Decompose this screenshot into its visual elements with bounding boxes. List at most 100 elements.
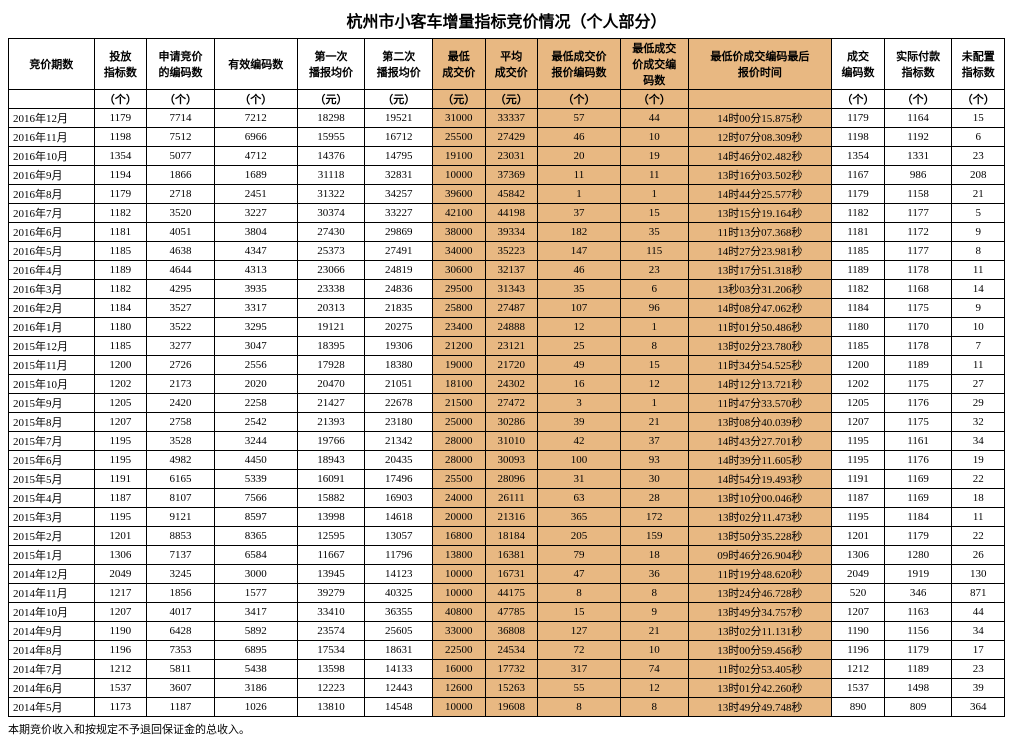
cell: 1175	[884, 413, 952, 432]
cell: 159	[620, 527, 688, 546]
cell: 16712	[365, 128, 433, 147]
cell: 57	[538, 109, 621, 128]
cell: 16	[538, 375, 621, 394]
cell: 12时07分08.309秒	[688, 128, 832, 147]
cell: 130	[952, 565, 1005, 584]
cell: 14时54分19.493秒	[688, 470, 832, 489]
cell: 1198	[832, 128, 884, 147]
data-table: 竞价期数投放指标数申请竞价的编码数有效编码数第一次播报均价第二次播报均价最低成交…	[8, 38, 1005, 717]
cell: 1185	[832, 337, 884, 356]
cell: 7212	[214, 109, 297, 128]
cell: 3000	[214, 565, 297, 584]
cell: 17	[952, 641, 1005, 660]
cell: 4051	[147, 223, 215, 242]
col-header: 竞价期数	[9, 39, 95, 90]
cell: 1	[620, 318, 688, 337]
cell: 11时01分50.486秒	[688, 318, 832, 337]
cell: 45842	[485, 185, 537, 204]
cell: 1185	[832, 242, 884, 261]
cell: 1191	[832, 470, 884, 489]
col-unit: （个）	[147, 90, 215, 109]
cell: 19121	[297, 318, 365, 337]
cell: 2016年10月	[9, 147, 95, 166]
cell: 1185	[94, 242, 146, 261]
cell: 21427	[297, 394, 365, 413]
cell: 1158	[884, 185, 952, 204]
cell: 5077	[147, 147, 215, 166]
cell: 17534	[297, 641, 365, 660]
cell: 1192	[884, 128, 952, 147]
table-row: 2015年4月118781077566158821690324000261116…	[9, 489, 1005, 508]
cell: 1354	[832, 147, 884, 166]
cell: 14376	[297, 147, 365, 166]
cell: 3	[538, 394, 621, 413]
cell: 13时16分03.502秒	[688, 166, 832, 185]
cell: 1184	[832, 299, 884, 318]
cell: 182	[538, 223, 621, 242]
cell: 4313	[214, 261, 297, 280]
col-header: 第二次播报均价	[365, 39, 433, 90]
cell: 3295	[214, 318, 297, 337]
cell: 7566	[214, 489, 297, 508]
cell: 1207	[94, 603, 146, 622]
cell: 1194	[94, 166, 146, 185]
cell: 27	[952, 375, 1005, 394]
cell: 3244	[214, 432, 297, 451]
cell: 1179	[884, 641, 952, 660]
col-unit: （个）	[832, 90, 884, 109]
cell: 8	[620, 698, 688, 717]
cell: 1179	[94, 109, 146, 128]
cell: 25605	[365, 622, 433, 641]
cell: 25500	[433, 470, 485, 489]
cell: 1189	[832, 261, 884, 280]
cell: 5892	[214, 622, 297, 641]
cell: 32137	[485, 261, 537, 280]
cell: 24534	[485, 641, 537, 660]
cell: 19000	[433, 356, 485, 375]
cell: 20	[538, 147, 621, 166]
cell: 38000	[433, 223, 485, 242]
cell: 11时02分53.405秒	[688, 660, 832, 679]
cell: 37	[620, 432, 688, 451]
cell: 63	[538, 489, 621, 508]
cell: 1189	[884, 660, 952, 679]
cell: 11796	[365, 546, 433, 565]
cell: 3804	[214, 223, 297, 242]
cell: 2015年7月	[9, 432, 95, 451]
cell: 809	[884, 698, 952, 717]
cell: 13时15分19.164秒	[688, 204, 832, 223]
cell: 31322	[297, 185, 365, 204]
cell: 4638	[147, 242, 215, 261]
cell: 11	[952, 261, 1005, 280]
col-unit	[9, 90, 95, 109]
cell: 10	[620, 641, 688, 660]
cell: 16731	[485, 565, 537, 584]
cell: 7137	[147, 546, 215, 565]
cell: 18100	[433, 375, 485, 394]
cell: 39600	[433, 185, 485, 204]
table-row: 2016年12月11797714721218298195213100033337…	[9, 109, 1005, 128]
cell: 1212	[832, 660, 884, 679]
cell: 49	[538, 356, 621, 375]
cell: 2016年9月	[9, 166, 95, 185]
cell: 1177	[884, 204, 952, 223]
cell: 4450	[214, 451, 297, 470]
cell: 30093	[485, 451, 537, 470]
cell: 10000	[433, 166, 485, 185]
cell: 1176	[884, 394, 952, 413]
cell: 1195	[94, 451, 146, 470]
table-row: 2016年6月118140513804274302986938000393341…	[9, 223, 1005, 242]
cell: 4712	[214, 147, 297, 166]
cell: 13810	[297, 698, 365, 717]
cell: 39334	[485, 223, 537, 242]
cell: 2049	[832, 565, 884, 584]
cell: 34000	[433, 242, 485, 261]
cell: 29	[952, 394, 1005, 413]
cell: 35	[620, 223, 688, 242]
cell: 31	[538, 470, 621, 489]
cell: 3528	[147, 432, 215, 451]
cell: 1161	[884, 432, 952, 451]
cell: 2015年2月	[9, 527, 95, 546]
cell: 18	[620, 546, 688, 565]
cell: 5811	[147, 660, 215, 679]
